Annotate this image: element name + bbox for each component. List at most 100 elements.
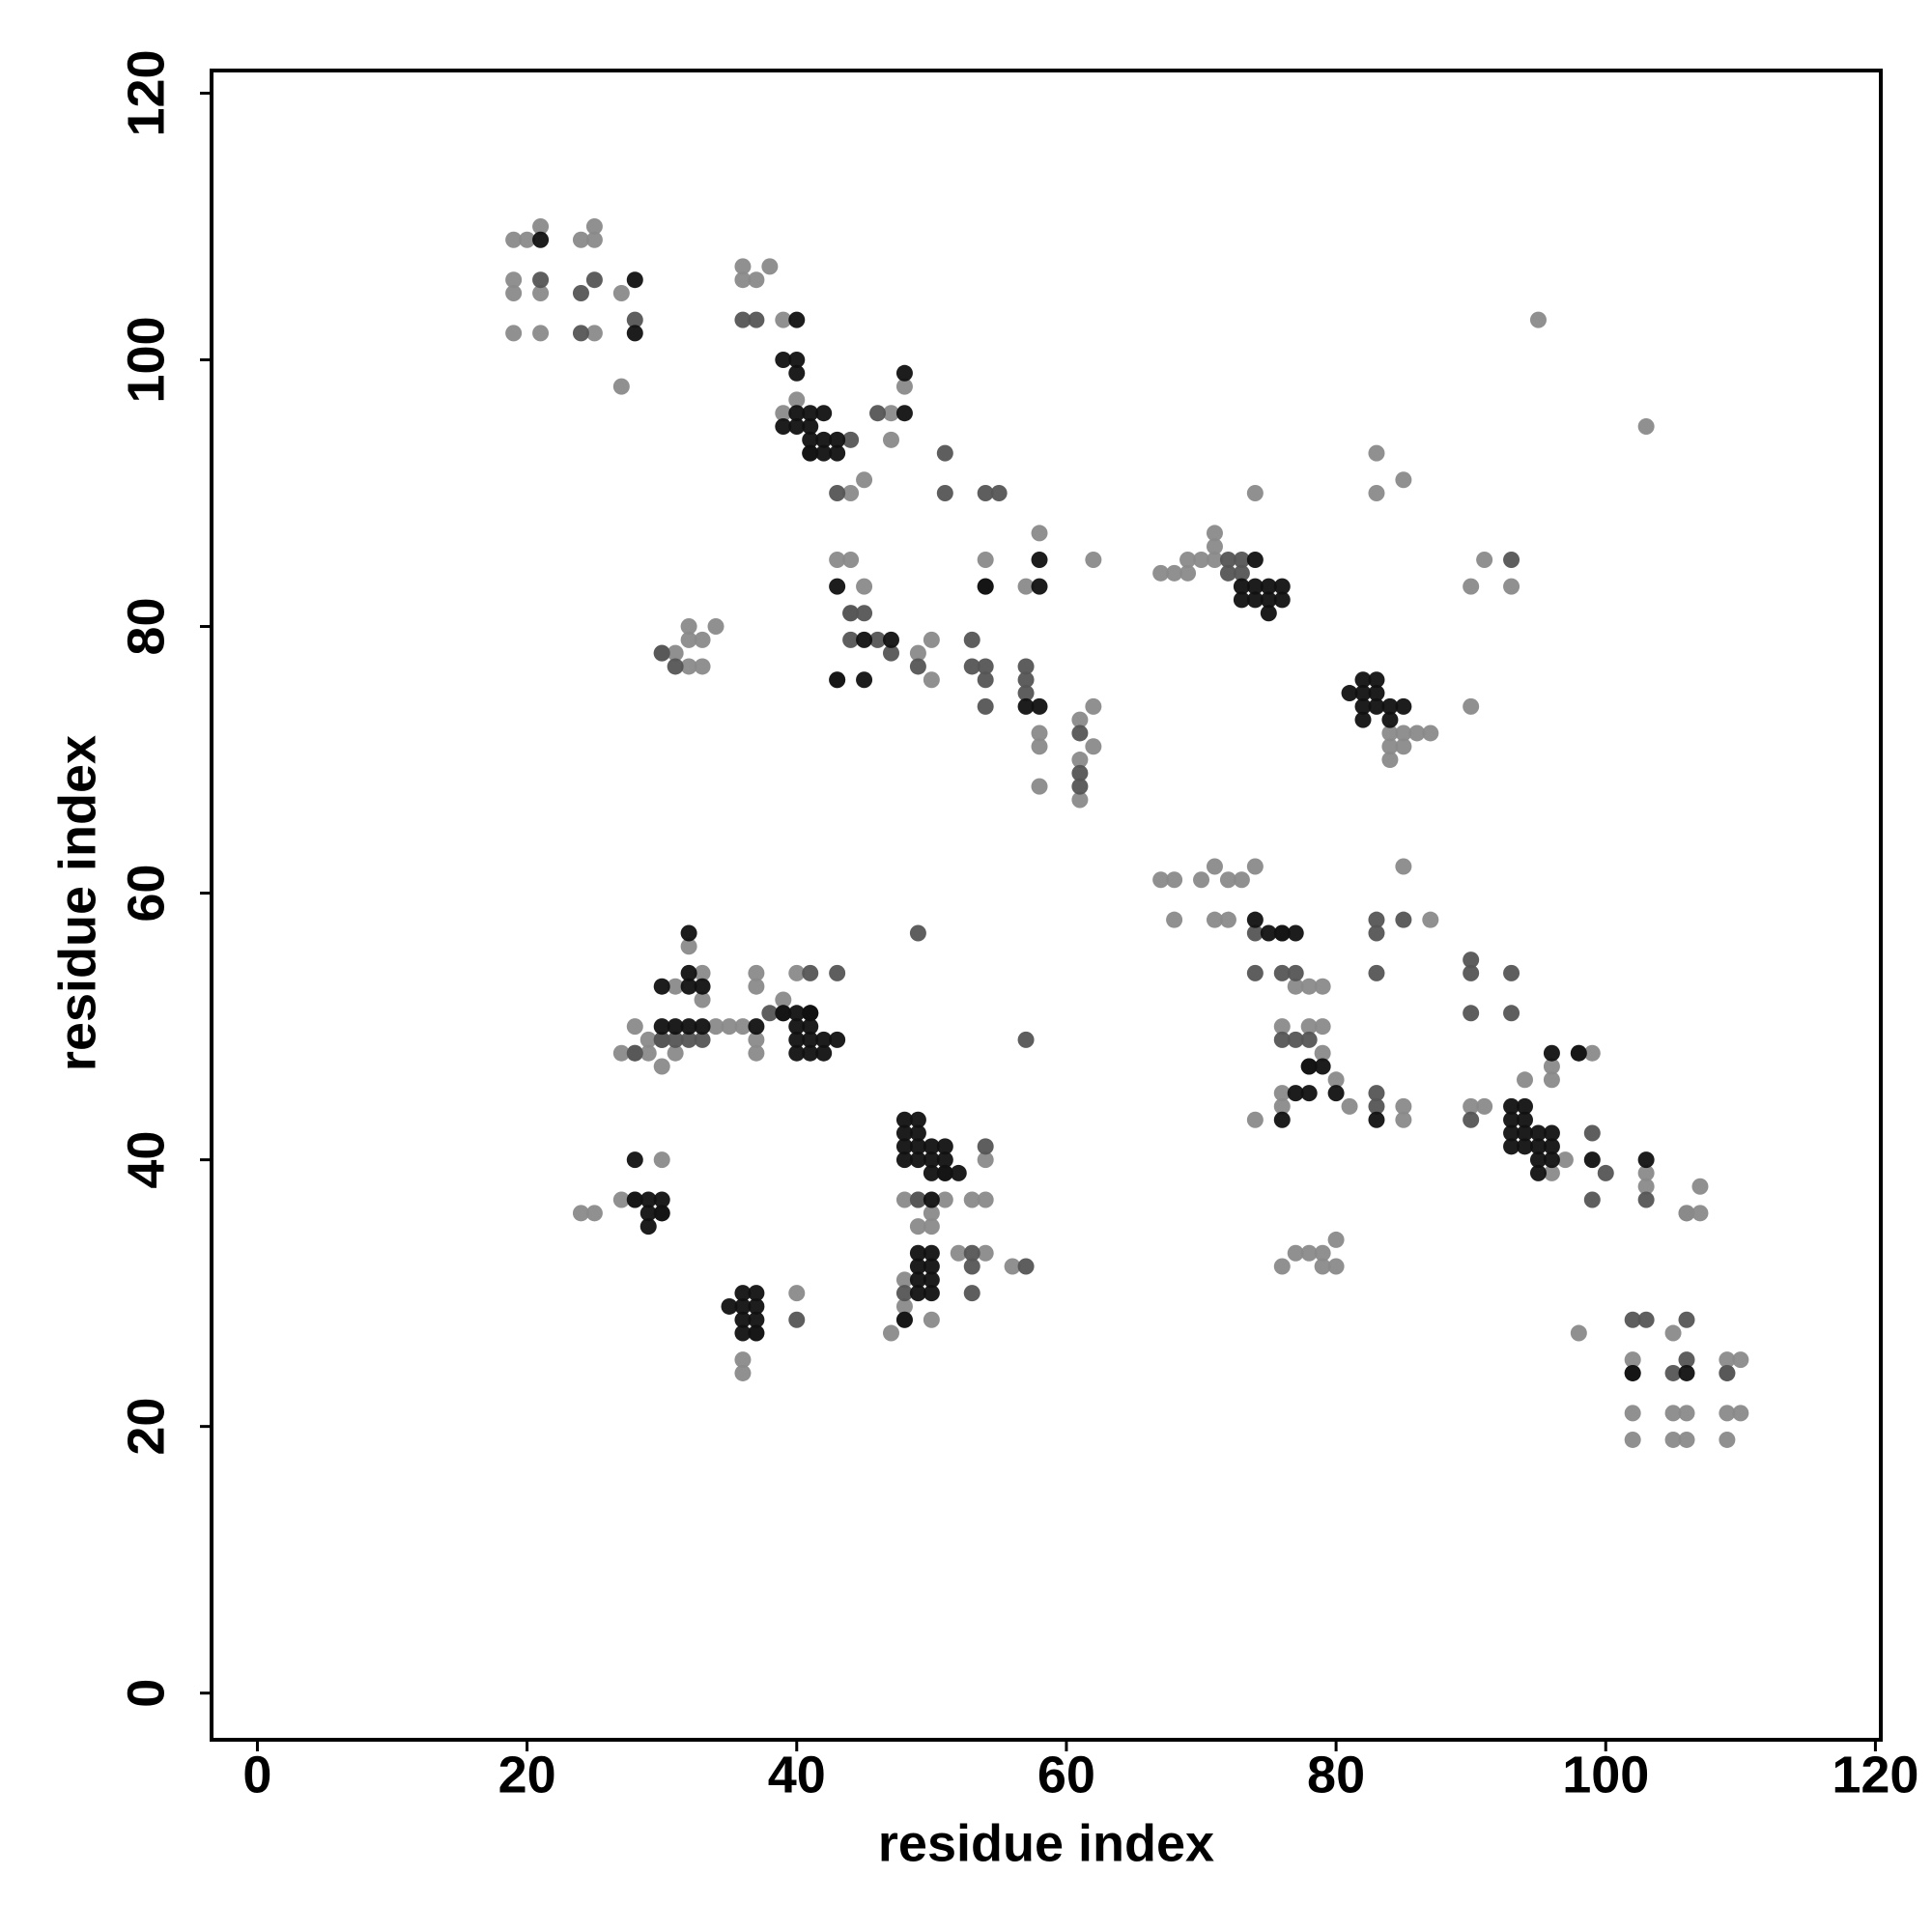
contact-point [923, 1244, 940, 1262]
contact-point [1570, 1324, 1587, 1342]
contact-point [1637, 1164, 1655, 1181]
contact-point [667, 1018, 684, 1036]
contact-point [1300, 1244, 1318, 1262]
contact-point [895, 1191, 913, 1208]
y-tick-label: 0 [117, 1679, 175, 1708]
contact-point [1287, 978, 1304, 995]
contact-point [1219, 911, 1236, 928]
contact-point [1246, 552, 1264, 569]
contact-point [612, 1191, 630, 1208]
contact-point [1071, 711, 1089, 728]
contact-point [909, 924, 926, 942]
contact-point [909, 1244, 926, 1262]
contact-point [1583, 1124, 1601, 1142]
contact-point [1004, 1258, 1021, 1275]
contact-point [1543, 1044, 1560, 1062]
contact-point [1719, 1351, 1736, 1369]
contact-point [626, 1018, 643, 1036]
contact-point [1395, 724, 1412, 742]
contact-point [829, 964, 846, 981]
contact-point [1300, 1058, 1318, 1075]
contact-point [788, 418, 806, 436]
contact-point [882, 1324, 899, 1342]
contact-point [1395, 858, 1412, 875]
contact-point [775, 352, 792, 369]
x-tick-label: 60 [1037, 1746, 1095, 1804]
contact-point [612, 284, 630, 301]
contact-point [1368, 964, 1385, 981]
contact-point [1260, 578, 1277, 595]
contact-point [1300, 1018, 1318, 1036]
contact-point [963, 1285, 980, 1302]
contact-point [667, 1031, 684, 1048]
contact-point [829, 552, 846, 569]
contact-point [775, 1005, 792, 1022]
contact-point [1017, 1031, 1035, 1048]
contact-point [707, 1018, 724, 1036]
contact-point [585, 325, 603, 342]
contact-point [895, 405, 913, 422]
contact-point [667, 644, 684, 662]
contact-point [1503, 1124, 1520, 1142]
contact-point [1260, 924, 1277, 942]
contact-point [1246, 485, 1264, 502]
contact-point [1719, 1405, 1736, 1422]
contact-point [1368, 1085, 1385, 1102]
contact-point [950, 1164, 967, 1181]
contact-point [532, 231, 550, 248]
contact-point [1273, 1085, 1291, 1102]
contact-point [1327, 1258, 1345, 1275]
contact-point [1085, 552, 1102, 569]
contact-point [626, 325, 643, 342]
contact-point [532, 325, 550, 342]
contact-point [977, 1151, 994, 1169]
contact-point [653, 1205, 670, 1222]
contact-point [639, 1044, 657, 1062]
contact-point [653, 1018, 670, 1036]
contact-point [829, 485, 846, 502]
contact-point [856, 631, 873, 648]
contact-point [802, 1005, 819, 1022]
contact-point [1395, 738, 1412, 755]
contact-point [761, 258, 779, 275]
contact-point [1624, 1405, 1641, 1422]
contact-point [1678, 1405, 1695, 1422]
contact-point [748, 1031, 765, 1048]
contact-point [1246, 858, 1264, 875]
contact-point [585, 217, 603, 235]
contact-point [923, 1218, 940, 1236]
contact-point [1719, 1364, 1736, 1381]
contact-point [775, 418, 792, 436]
contact-point [977, 485, 994, 502]
contact-point [653, 1151, 670, 1169]
contact-point [909, 1124, 926, 1142]
contact-point [519, 231, 536, 248]
contact-point [1206, 525, 1223, 542]
contact-point [829, 431, 846, 448]
contact-point [1719, 1431, 1736, 1448]
contact-point [680, 1031, 697, 1048]
contact-point [1273, 964, 1291, 981]
contact-point [895, 1124, 913, 1142]
contact-point [802, 1031, 819, 1048]
contact-point [680, 938, 697, 955]
contact-point [1463, 697, 1480, 715]
contact-point [788, 1285, 806, 1302]
contact-point [505, 325, 523, 342]
contact-point [1314, 1018, 1331, 1036]
y-tick-label: 80 [117, 598, 175, 656]
contact-point [923, 1164, 940, 1181]
contact-point [680, 1018, 697, 1036]
contact-point [1543, 1164, 1560, 1181]
contact-point [680, 924, 697, 942]
contact-point [1624, 1351, 1641, 1369]
contact-point [505, 231, 523, 248]
contact-point [1476, 1097, 1493, 1115]
contact-point [1233, 578, 1250, 595]
contact-point [977, 671, 994, 689]
contact-point [639, 1218, 657, 1236]
contact-point [963, 1244, 980, 1262]
contact-point [1624, 1311, 1641, 1328]
contact-point [923, 1285, 940, 1302]
